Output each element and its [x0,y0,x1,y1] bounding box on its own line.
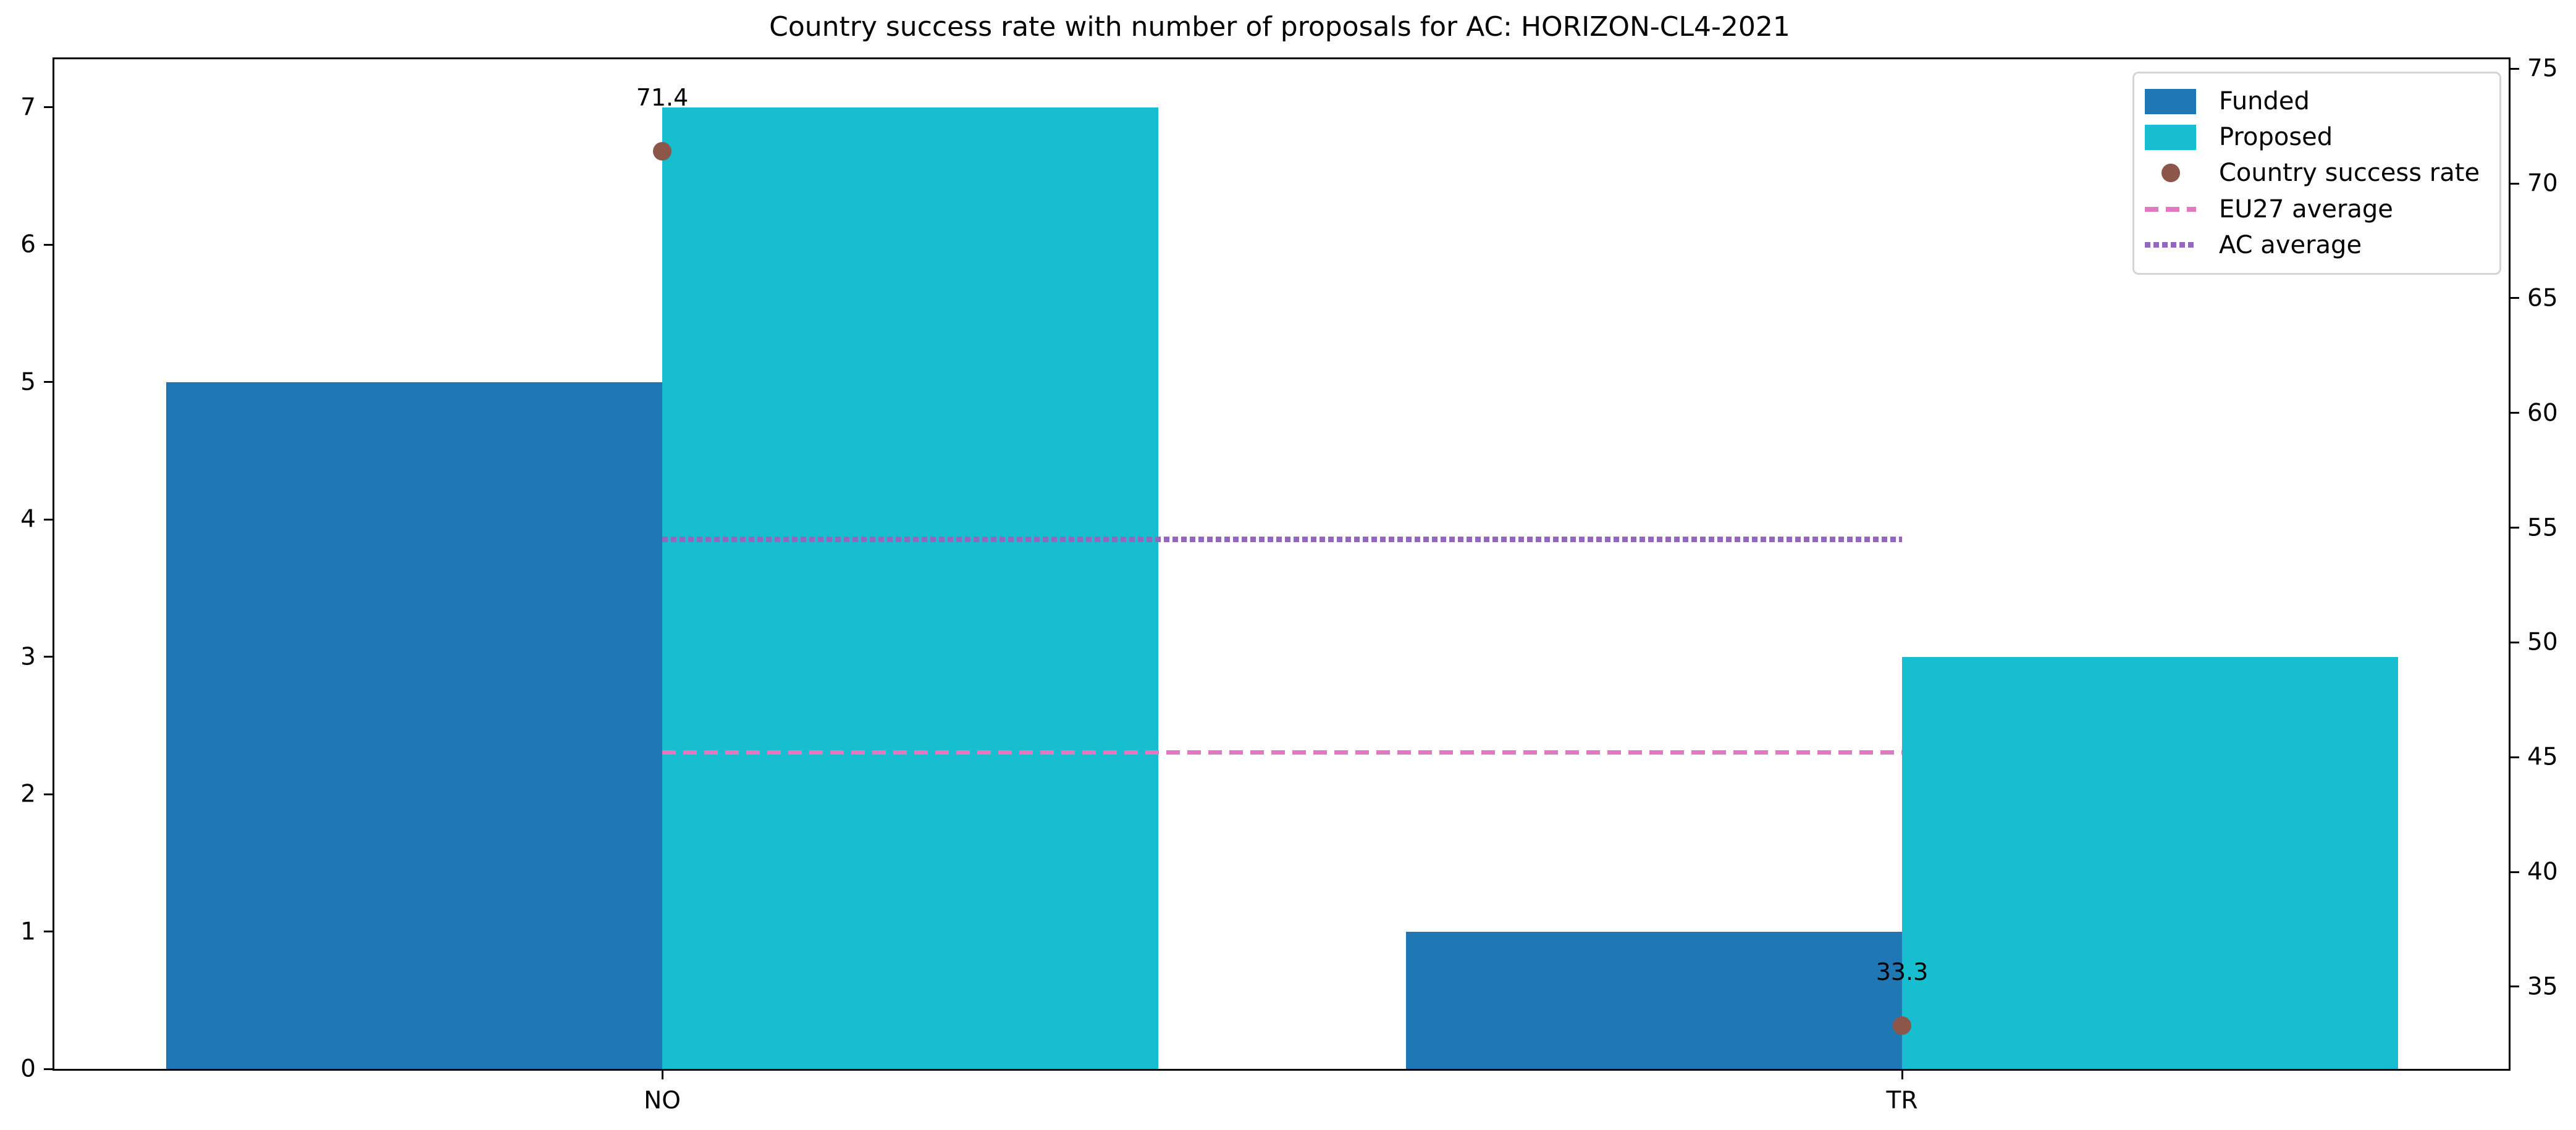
right-tick-label-60: 60 [2527,399,2558,427]
left-tick-5 [44,381,53,383]
proposed-patch-icon [2145,124,2196,150]
proposed-swatch-icon [2145,124,2196,150]
left-tick-label-2: 2 [20,780,36,808]
eu27-average-line-icon [2145,206,2196,212]
right-tick-60 [2511,412,2519,414]
legend-item-eu27-average: EU27 average [2145,195,2493,224]
right-tick-label-75: 75 [2527,54,2558,83]
left-tick-label-0: 0 [20,1055,36,1083]
bar-funded-tr [1406,931,1902,1069]
legend-label-funded: Funded [2219,87,2310,116]
legend: Funded Proposed Country success rate EU27 a… [2132,72,2501,275]
left-tick-label-4: 4 [20,505,36,534]
right-tick-70 [2511,182,2519,185]
left-tick-7 [44,106,53,109]
left-tick-0 [44,1068,53,1070]
left-tick-3 [44,656,53,658]
left-tick-2 [44,793,53,795]
right-tick-35 [2511,986,2519,988]
legend-label-country-success-rate: Country success rate [2219,159,2480,188]
country-success-rate-dot-icon [2161,164,2180,183]
right-tick-label-35: 35 [2527,973,2558,1001]
legend-item-ac-average: AC average [2145,231,2493,259]
plot-area: 71.4 33.3 0 1 2 3 4 5 6 7 35 40 45 50 55 60 65 70 75 NO TR … [20,57,2557,1113]
right-tick-65 [2511,297,2519,299]
x-tick-label-no: NO [644,1087,681,1115]
left-tick-6 [44,243,53,246]
right-tick-40 [2511,871,2519,873]
left-tick-label-5: 5 [20,368,36,396]
right-tick-label-65: 65 [2527,284,2558,312]
left-tick-label-6: 6 [20,230,36,259]
legend-label-eu27-average: EU27 average [2219,195,2393,224]
funded-swatch-icon [2145,88,2196,114]
left-tick-label-1: 1 [20,918,36,946]
left-tick-4 [44,518,53,521]
right-tick-55 [2511,527,2519,529]
funded-patch-icon [2145,88,2196,114]
left-tick-label-3: 3 [20,643,36,671]
legend-item-country-success-rate: Country success rate [2145,159,2493,187]
right-tick-50 [2511,641,2519,643]
legend-item-funded: Funded [2145,87,2493,115]
bar-funded-no [166,382,662,1069]
x-tick-label-tr: TR [1886,1087,1918,1115]
ac-average-line-icon [2145,242,2196,248]
ac-average-line [662,536,1902,542]
bar-proposed-tr [1902,656,2398,1069]
right-tick-label-70: 70 [2527,169,2558,198]
success-rate-dot-tr [1893,1016,1911,1036]
legend-item-proposed: Proposed [2145,123,2493,151]
ac-average-swatch-icon [2145,242,2196,248]
chart-title: Country success rate with number of prop… [769,11,1790,43]
eu27-average-line [662,750,1902,755]
right-tick-label-55: 55 [2527,514,2558,542]
right-tick-75 [2511,67,2519,70]
success-rate-label-no: 71.4 [636,84,689,111]
right-tick-label-40: 40 [2527,858,2558,886]
legend-label-proposed: Proposed [2219,123,2333,152]
country-success-rate-swatch-icon [2145,164,2196,183]
x-tick-no [661,1071,663,1079]
left-tick-label-7: 7 [20,93,36,122]
x-tick-tr [1901,1071,1903,1079]
right-tick-label-50: 50 [2527,628,2558,656]
right-tick-label-45: 45 [2527,743,2558,771]
left-tick-1 [44,931,53,933]
legend-label-ac-average: AC average [2219,230,2362,259]
success-rate-dot-no [653,142,671,161]
eu27-average-swatch-icon [2145,206,2196,212]
right-tick-45 [2511,756,2519,758]
bar-proposed-no [662,107,1158,1069]
success-rate-label-tr: 33.3 [1875,958,1929,986]
